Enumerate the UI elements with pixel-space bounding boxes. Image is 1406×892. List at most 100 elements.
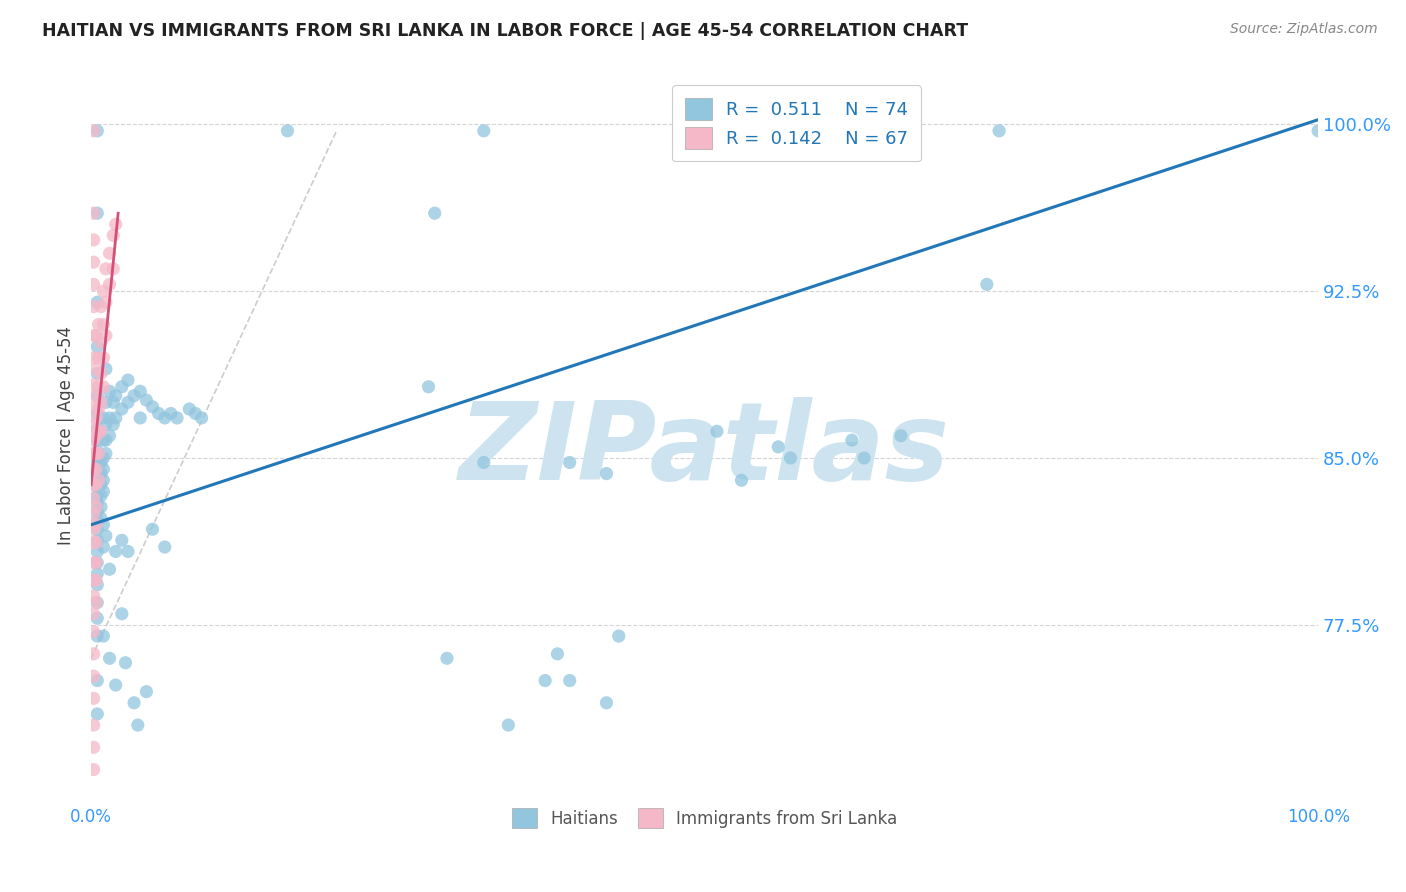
Point [93, 411, 115, 425]
Point [90, 511, 112, 525]
Point [93, 380, 115, 394]
Point [83, 522, 105, 536]
Text: HAITIAN VS IMMIGRANTS FROM SRI LANKA IN LABOR FORCE | AGE 45-54 CORRELATION CHAR: HAITIAN VS IMMIGRANTS FROM SRI LANKA IN … [42, 22, 969, 40]
Point [98, 562, 121, 576]
Point [779, 450, 801, 465]
Point [184, 407, 207, 421]
Point [90, 395, 112, 409]
Point [84, 535, 107, 549]
Point [87, 380, 110, 394]
Point [86, 473, 108, 487]
Point [86, 124, 108, 138]
Point [83, 255, 105, 269]
Point [84, 411, 107, 425]
Point [84, 462, 107, 476]
Point [86, 489, 108, 503]
Point [83, 624, 105, 639]
Text: ZIPatlas: ZIPatlas [460, 398, 950, 503]
Point [84, 477, 107, 491]
Point [83, 718, 105, 732]
Point [83, 763, 105, 777]
Point [86, 433, 108, 447]
Point [190, 411, 212, 425]
Point [98, 384, 121, 399]
Point [94, 529, 117, 543]
Point [111, 402, 134, 417]
Point [129, 384, 152, 399]
Point [83, 400, 105, 414]
Point [90, 455, 112, 469]
Point [86, 522, 108, 536]
Point [83, 477, 105, 491]
Point [104, 389, 127, 403]
Point [730, 473, 752, 487]
Point [103, 228, 125, 243]
Point [87, 351, 110, 365]
Point [94, 295, 117, 310]
Point [83, 607, 105, 621]
Point [84, 362, 107, 376]
Point [104, 411, 127, 425]
Point [1308, 124, 1330, 138]
Point [546, 647, 568, 661]
Point [141, 522, 163, 536]
Point [141, 400, 163, 414]
Point [423, 206, 446, 220]
Point [104, 544, 127, 558]
Point [86, 673, 108, 688]
Point [83, 417, 105, 432]
Point [83, 377, 105, 392]
Point [179, 402, 201, 417]
Point [84, 574, 107, 588]
Point [103, 417, 125, 432]
Point [86, 596, 108, 610]
Point [87, 402, 110, 417]
Point [84, 428, 107, 442]
Point [90, 467, 112, 481]
Point [87, 473, 110, 487]
Point [83, 691, 105, 706]
Point [122, 696, 145, 710]
Point [111, 607, 134, 621]
Point [153, 540, 176, 554]
Y-axis label: In Labor Force | Age 45-54: In Labor Force | Age 45-54 [58, 326, 75, 545]
Point [87, 318, 110, 332]
Point [93, 629, 115, 643]
Point [86, 407, 108, 421]
Point [87, 446, 110, 460]
Point [94, 433, 117, 447]
Point [114, 656, 136, 670]
Point [83, 535, 105, 549]
Point [90, 477, 112, 491]
Point [86, 611, 108, 625]
Point [93, 450, 115, 465]
Point [83, 574, 105, 588]
Point [93, 484, 115, 499]
Point [276, 124, 298, 138]
Point [122, 389, 145, 403]
Point [83, 589, 105, 603]
Point [83, 462, 105, 476]
Point [534, 673, 557, 688]
Point [93, 284, 115, 298]
Point [83, 647, 105, 661]
Point [98, 246, 121, 260]
Point [558, 673, 581, 688]
Point [841, 433, 863, 447]
Point [117, 395, 139, 409]
Point [84, 517, 107, 532]
Point [86, 566, 108, 581]
Point [153, 411, 176, 425]
Point [86, 340, 108, 354]
Point [87, 425, 110, 439]
Point [135, 393, 157, 408]
Point [93, 351, 115, 365]
Point [93, 473, 115, 487]
Point [93, 540, 115, 554]
Point [890, 428, 912, 442]
Point [83, 507, 105, 521]
Point [90, 489, 112, 503]
Point [418, 380, 440, 394]
Point [86, 295, 108, 310]
Point [83, 740, 105, 755]
